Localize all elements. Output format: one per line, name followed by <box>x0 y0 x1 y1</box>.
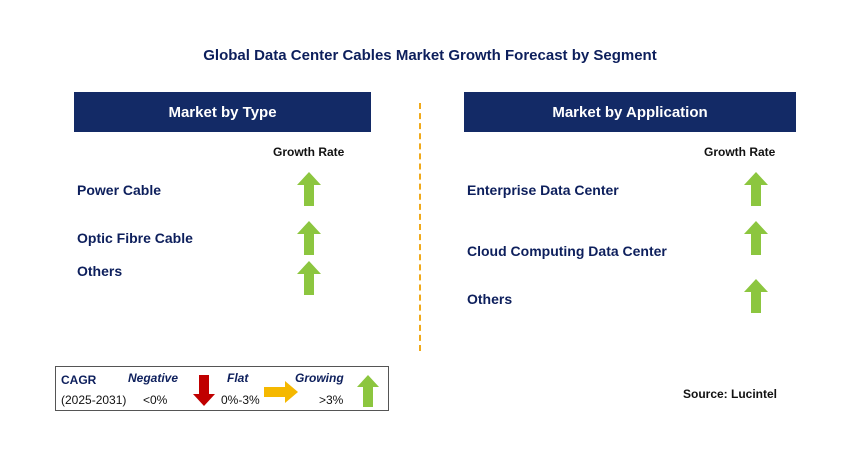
application-growth-rate-label: Growth Rate <box>704 145 776 159</box>
market-by-type-header: Market by Type <box>74 92 371 132</box>
up-arrow-icon <box>297 172 321 206</box>
panel-divider <box>419 103 421 351</box>
type-item-others: Others <box>77 263 123 279</box>
up-arrow-icon <box>744 221 768 255</box>
type-item-power-cable: Power Cable <box>77 182 162 198</box>
market-by-application-header: Market by Application <box>464 92 796 132</box>
legend-cagr-label: CAGR <box>61 373 97 387</box>
application-item-enterprise-data-center: Enterprise Data Center <box>467 182 619 198</box>
cagr-legend <box>55 366 389 411</box>
type-item-optic-fibre-cable: Optic Fibre Cable <box>77 230 193 246</box>
legend-flat-range: 0%-3% <box>221 393 260 407</box>
legend-growing-label: Growing <box>295 371 344 385</box>
legend-growing-range: >3% <box>319 393 344 407</box>
application-item-others: Others <box>467 291 513 307</box>
right-arrow-icon <box>264 381 298 403</box>
source-note: Source: Lucintel <box>683 387 778 401</box>
legend-flat-label: Flat <box>227 371 249 385</box>
up-arrow-icon <box>297 261 321 295</box>
chart-title: Global Data Center Cables Market Growth … <box>203 47 657 64</box>
application-item-cloud-computing-data-center: Cloud Computing Data Center <box>467 243 667 259</box>
up-arrow-icon <box>297 221 321 255</box>
up-arrow-icon <box>357 375 379 407</box>
legend-period: (2025-2031) <box>61 393 127 407</box>
up-arrow-icon <box>744 279 768 313</box>
type-growth-rate-label: Growth Rate <box>273 145 345 159</box>
up-arrow-icon <box>744 172 768 206</box>
down-arrow-icon <box>193 375 215 406</box>
legend-negative-label: Negative <box>128 371 179 385</box>
legend-negative-range: <0% <box>143 393 168 407</box>
